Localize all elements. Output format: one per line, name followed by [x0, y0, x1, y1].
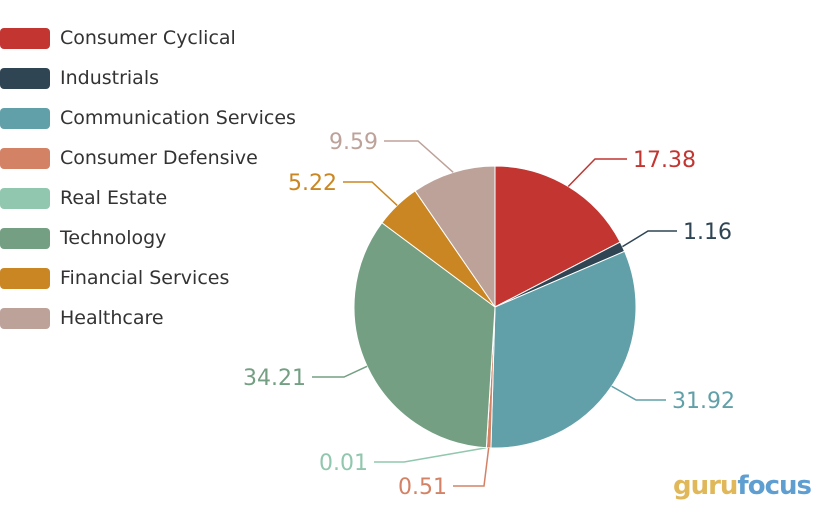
legend-label: Real Estate: [60, 187, 168, 209]
legend-label: Consumer Cyclical: [60, 27, 236, 49]
legend-label: Industrials: [60, 67, 160, 89]
legend-label: Consumer Defensive: [60, 147, 258, 169]
leader-line-consumer-defensive: [453, 447, 490, 487]
legend-swatch: [0, 27, 50, 49]
data-label-industrials: 1.16: [683, 220, 732, 245]
legend-swatch: [0, 67, 50, 89]
data-label-real-estate: 0.01: [319, 451, 368, 476]
pie-slice-communication-services[interactable]: [490, 250, 637, 449]
legend-item-consumer-defensive[interactable]: Consumer Defensive: [0, 146, 258, 170]
pie-slice-technology[interactable]: [353, 222, 496, 449]
data-label-healthcare: 9.59: [329, 130, 378, 155]
data-label-consumer-cyclical: 17.38: [633, 148, 696, 173]
legend-item-industrials[interactable]: Industrials: [0, 66, 159, 90]
watermark-part2: focus: [737, 471, 812, 501]
legend-label: Healthcare: [60, 307, 164, 329]
legend-swatch: [0, 187, 50, 209]
legend-swatch: [0, 267, 50, 289]
legend-item-healthcare[interactable]: Healthcare: [0, 306, 164, 330]
watermark-part1: guru: [672, 471, 738, 501]
pie-slice-healthcare[interactable]: [414, 165, 496, 309]
leader-line-consumer-cyclical: [567, 158, 627, 188]
legend-item-technology[interactable]: Technology: [0, 226, 166, 250]
legend-label: Communication Services: [60, 107, 296, 129]
legend-swatch: [0, 227, 50, 249]
legend-item-financial-services[interactable]: Financial Services: [0, 266, 229, 290]
leader-line-communication-services: [611, 385, 666, 401]
data-label-consumer-defensive: 0.51: [398, 475, 447, 500]
legend-item-communication-services[interactable]: Communication Services: [0, 106, 296, 130]
leader-line-financial-services: [343, 181, 398, 206]
legend-swatch: [0, 307, 50, 329]
leader-line-industrials: [622, 230, 677, 248]
legend-swatch: [0, 107, 50, 129]
legend-label: Financial Services: [60, 267, 230, 289]
leader-line-real-estate: [374, 446, 487, 463]
leader-line-technology: [312, 365, 368, 378]
data-label-financial-services: 5.22: [288, 171, 337, 196]
legend-item-real-estate[interactable]: Real Estate: [0, 186, 167, 210]
legend-label: Technology: [60, 227, 167, 249]
gurufocus-watermark: gurufocus: [672, 471, 812, 501]
legend-item-consumer-cyclical[interactable]: Consumer Cyclical: [0, 26, 236, 50]
leader-line-healthcare: [384, 140, 454, 173]
legend-swatch: [0, 147, 50, 169]
data-label-technology: 34.21: [243, 366, 306, 391]
data-label-communication-services: 31.92: [672, 389, 735, 414]
